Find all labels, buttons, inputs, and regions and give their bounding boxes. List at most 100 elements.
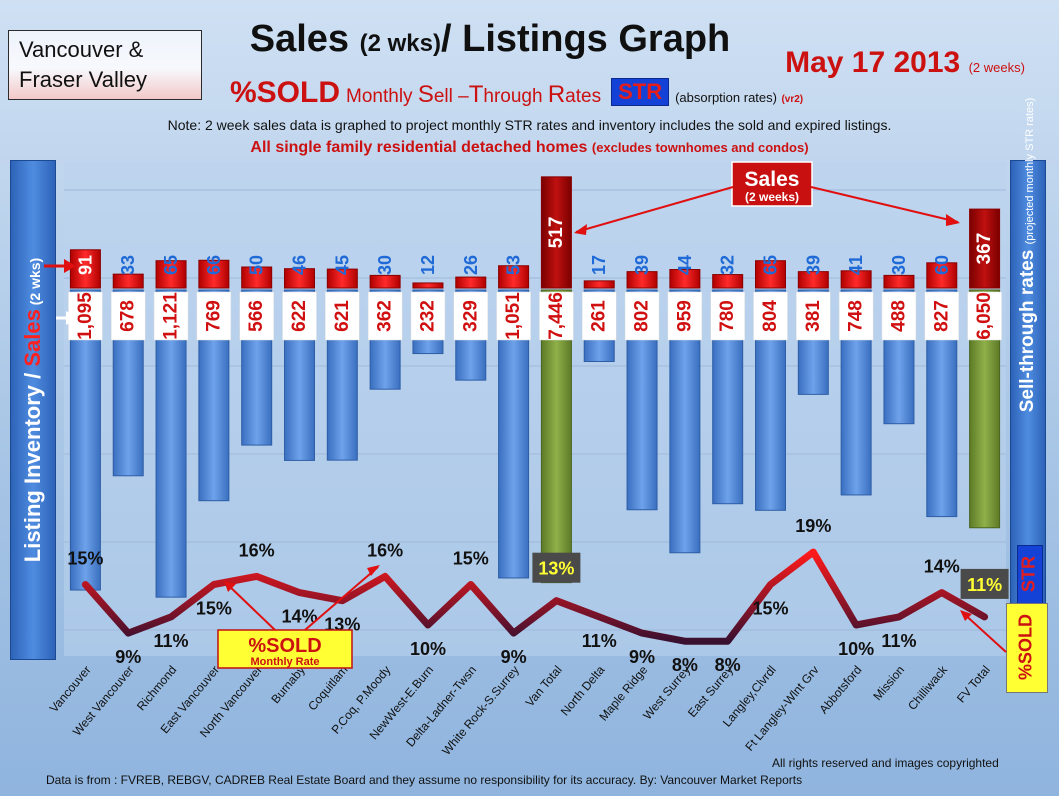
- sold-arrow-right-head: [367, 565, 380, 576]
- x-tick-label: FV Total: [954, 663, 993, 706]
- str-badge: STR: [611, 78, 670, 106]
- page-title: Sales (2 wks)/ Listings Graph: [220, 18, 760, 61]
- x-tick-label: Burnaby: [268, 663, 307, 706]
- str-label: 11%: [967, 575, 1002, 595]
- sales-bar: [755, 260, 786, 289]
- inventory-label-box: [753, 291, 788, 341]
- homes-line: All single family residential detached h…: [250, 139, 809, 156]
- str-label: 10%: [838, 639, 874, 659]
- sales-callout-box: [731, 161, 813, 207]
- sold-arrow-right: [304, 566, 379, 631]
- region-line-2: Fraser Valley: [19, 67, 147, 92]
- footer-source: Data is from : FVREB, REBGV, CADREB Real…: [46, 773, 803, 787]
- str-label: 15%: [196, 599, 232, 619]
- inventory-label: 6,050: [974, 292, 995, 340]
- str-label: 14%: [924, 557, 960, 577]
- str-label: 9%: [629, 647, 655, 667]
- inventory-label: 678: [118, 300, 139, 332]
- inventory-label: 1,051: [503, 292, 524, 340]
- sales-label: 50: [247, 255, 267, 275]
- inventory-label-box: [282, 291, 317, 341]
- sales-callout-sub: (2 weeks): [745, 190, 799, 204]
- sales-bar: [583, 280, 615, 289]
- sales-label: 44: [675, 255, 695, 275]
- inventory-label-box: [624, 291, 660, 341]
- inventory-label-box: [153, 291, 189, 341]
- sales-bar: [626, 271, 658, 289]
- title-2wks: (2 wks): [359, 30, 441, 57]
- inventory-label-box: [367, 291, 403, 341]
- sold-callout-box: [217, 629, 353, 669]
- sold-arrow-side: [961, 611, 1007, 653]
- inventory-label: 1,121: [161, 292, 182, 340]
- footer-rights: All rights reserved and images copyright…: [772, 756, 999, 770]
- sales-bar: [112, 273, 144, 289]
- date-note: (2 weeks): [968, 60, 1025, 75]
- str-words: Monthly Sell –Through Rates: [346, 81, 602, 108]
- inventory-label-box: [453, 291, 489, 341]
- inventory-label: 748: [846, 300, 867, 332]
- inventory-label: 780: [717, 300, 738, 332]
- sales-bar: [198, 259, 230, 289]
- annotation-layer: Sales (2 weeks) %SOLD Monthly Rate: [44, 161, 1007, 669]
- inventory-label: 362: [375, 300, 396, 332]
- sales-label: 39: [632, 255, 652, 275]
- sales-label: 26: [461, 255, 481, 275]
- inventory-label: 769: [203, 300, 224, 332]
- sales-bar: [883, 274, 915, 289]
- str-label: 15%: [67, 549, 103, 569]
- inventory-label: 566: [246, 300, 267, 332]
- inventory-label-box: [838, 291, 874, 341]
- left-axis-banner: [10, 160, 56, 660]
- title-listings: / Listings Graph: [441, 18, 731, 60]
- sales-left-arrow-head: [64, 259, 76, 273]
- x-tick-label: Van Total: [523, 663, 565, 709]
- sales-arrow-left-head: [574, 224, 587, 235]
- x-tick-label: Ft Langley-Wlnt Grv: [742, 663, 821, 754]
- x-tick-label: Abbotsford: [816, 663, 864, 716]
- inventory-label: 802: [632, 300, 653, 332]
- inventory-label-box: [710, 291, 745, 341]
- inventory-label-box: [496, 291, 531, 341]
- report-date: May 17 2013 (2 weeks): [760, 46, 1050, 80]
- sold-arrow-left: [225, 582, 276, 631]
- str-note: (absorption rates): [675, 90, 777, 105]
- sales-label: 41: [846, 255, 866, 275]
- str-label: 15%: [752, 599, 788, 619]
- str-line-layer: [81, 548, 989, 645]
- subtitle-row: %SOLD Monthly Sell –Through Rates STR (abso…: [230, 76, 803, 109]
- sales-label: 60: [932, 255, 952, 275]
- inventory-label: 1,095: [75, 292, 96, 340]
- inventory-label: 488: [888, 300, 909, 332]
- sales-bar: [455, 276, 487, 289]
- str-label: 10%: [410, 639, 446, 659]
- x-tick-label: Vancouver: [47, 663, 94, 715]
- sales-arrow-right: [810, 186, 959, 223]
- sales-bar: [712, 274, 744, 289]
- str-label: 13%: [538, 559, 574, 579]
- sales-bar: [284, 268, 315, 289]
- sales-bar: [155, 260, 187, 289]
- inventory-label-box: [667, 291, 703, 341]
- str-label-box: [960, 568, 1009, 599]
- str-label: 19%: [795, 516, 831, 536]
- inventory-label: 621: [332, 300, 353, 332]
- sold-arrow-side-head: [960, 610, 972, 621]
- sold-callout-sub: Monthly Rate: [250, 656, 319, 668]
- x-tick-label: Chilliwack: [905, 662, 951, 713]
- sales-bar: [540, 176, 572, 289]
- sales-bar: [412, 282, 444, 289]
- sold-arrow-left-head: [224, 581, 236, 592]
- str-label-box: [532, 552, 581, 583]
- labels-layer: 1,095 91 678 33 1,121 65 769 66 566 50 622 46 621 45 3…: [67, 217, 1009, 675]
- str-label: 15%: [453, 549, 489, 569]
- inventory-bar: [155, 289, 187, 598]
- inventory-label-box: [924, 291, 960, 341]
- sales-label: 17: [589, 255, 609, 275]
- title-sales: Sales: [249, 18, 360, 60]
- inventory-label: 232: [417, 300, 438, 332]
- inventory-label: 381: [803, 300, 824, 332]
- inventory-label-box: [581, 291, 617, 341]
- inventory-label: 261: [589, 300, 610, 332]
